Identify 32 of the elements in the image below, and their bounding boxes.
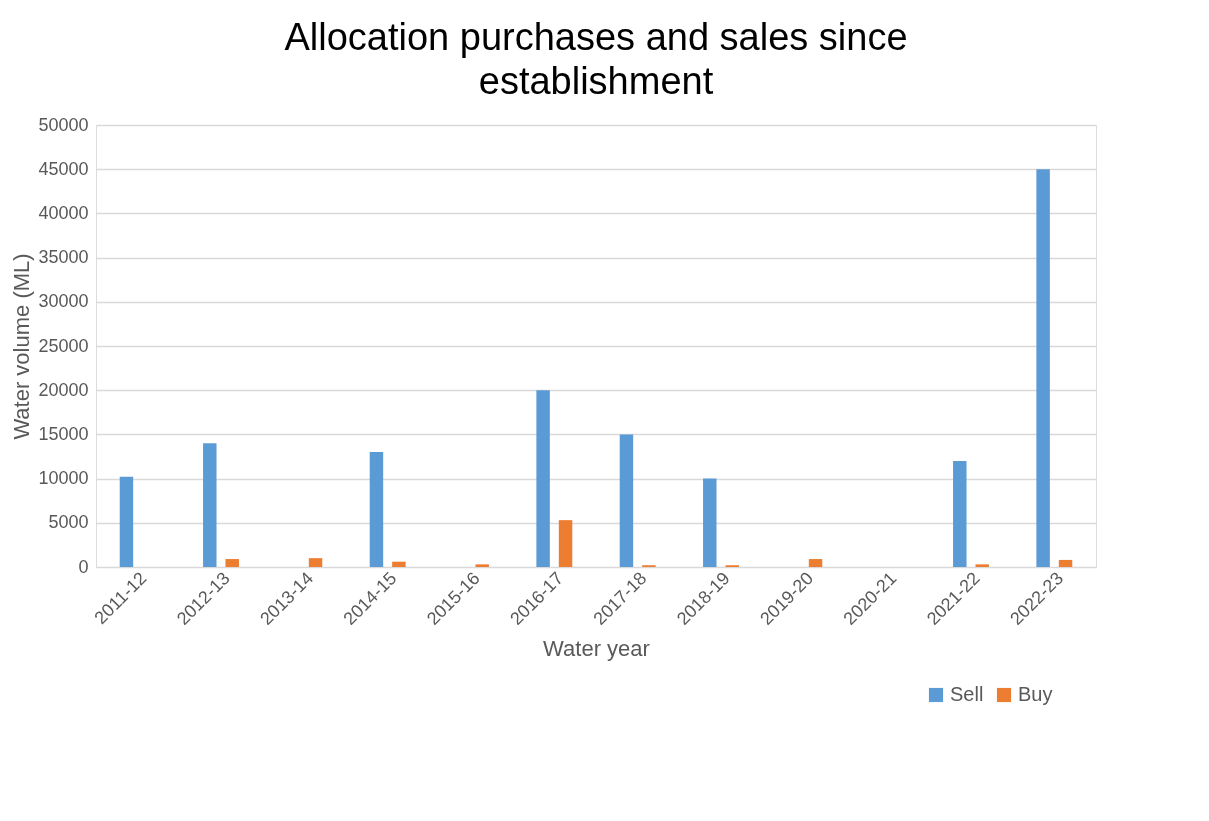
bar: [392, 561, 406, 567]
y-tick-label: 25000: [38, 335, 89, 356]
y-tick-label: 40000: [38, 202, 89, 223]
bar: [225, 559, 239, 567]
chart-title: Allocation purchases and sales since establishment: [284, 16, 908, 102]
bar: [308, 558, 323, 567]
bar: [1058, 559, 1073, 567]
y-tick-label: 0: [78, 556, 89, 577]
bar: [475, 564, 489, 567]
bar: [703, 478, 717, 567]
y-tick-label: 15000: [38, 423, 89, 444]
bar: [808, 559, 823, 567]
y-tick-label: 10000: [38, 468, 89, 489]
y-tick-label: 50000: [38, 114, 89, 135]
y-tick-label: 5000: [48, 512, 89, 533]
legend-label: Buy: [1018, 683, 1053, 705]
y-tick-label: 35000: [38, 247, 89, 268]
y-axis-title: Water volume (ML): [9, 253, 35, 440]
y-tick-label: 20000: [38, 379, 89, 400]
bar: [558, 520, 573, 567]
bar: [536, 390, 550, 567]
x-axis-title: Water year: [543, 635, 650, 661]
bar: [203, 443, 217, 567]
bar: [119, 476, 134, 567]
bar: [975, 564, 989, 567]
y-tick-label: 45000: [38, 158, 89, 179]
y-tick-label: 30000: [38, 291, 89, 312]
bar: [1036, 169, 1050, 567]
legend-label: Sell: [950, 683, 984, 705]
bar: [619, 434, 634, 567]
bar: [953, 460, 967, 567]
bar: [369, 452, 384, 567]
